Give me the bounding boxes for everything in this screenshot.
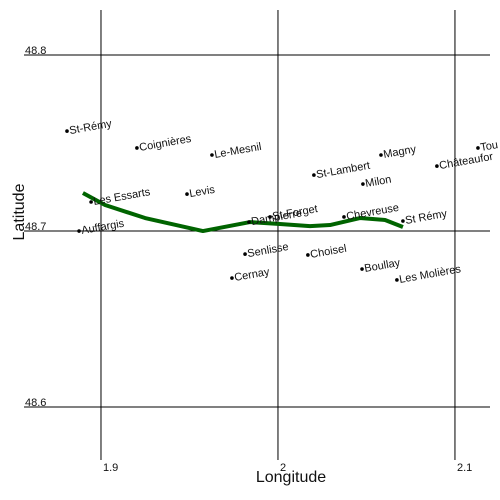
town-label: St-Rémy bbox=[68, 118, 113, 137]
town-point bbox=[312, 173, 316, 177]
town-label: Milon bbox=[364, 174, 392, 190]
x-axis-title: Longitude bbox=[256, 469, 326, 486]
town-point bbox=[401, 219, 405, 223]
town-point bbox=[210, 153, 214, 157]
town-point bbox=[268, 215, 272, 219]
town-label: Magny bbox=[382, 143, 417, 161]
town-label: Châteaufor bbox=[438, 151, 494, 172]
town-point bbox=[361, 182, 365, 186]
town-point bbox=[306, 253, 310, 257]
town-point bbox=[65, 129, 69, 133]
town-point bbox=[77, 229, 81, 233]
town-point bbox=[360, 267, 364, 271]
town-label: St Rémy bbox=[404, 208, 448, 227]
town-point bbox=[476, 146, 480, 150]
y-axis-title: Latitude bbox=[11, 183, 28, 240]
town-point bbox=[342, 215, 346, 219]
town-label: Boullay bbox=[363, 257, 401, 275]
town-label: Levis bbox=[188, 184, 216, 200]
town-label: Coignières bbox=[138, 133, 192, 154]
town-point bbox=[230, 276, 234, 280]
town-label: Auffargis bbox=[80, 218, 125, 237]
town-point bbox=[379, 153, 383, 157]
y-tick-label: 48.8 bbox=[25, 45, 46, 57]
town-point bbox=[247, 220, 251, 224]
town-point bbox=[395, 278, 399, 282]
town-label: Tou bbox=[479, 139, 499, 154]
town-point bbox=[435, 164, 439, 168]
y-tick-label: 48.6 bbox=[25, 397, 46, 409]
town-label: Choisel bbox=[309, 243, 347, 261]
town-label: Le-Mesnil bbox=[213, 141, 262, 161]
town-label: Senlisse bbox=[246, 241, 289, 260]
town-label: Les Molières bbox=[398, 263, 462, 286]
x-tick-label: 2 bbox=[280, 462, 286, 474]
x-tick-label: 2.1 bbox=[457, 462, 472, 474]
town-point bbox=[89, 200, 93, 204]
town-point bbox=[243, 252, 247, 256]
x-tick-label: 1.9 bbox=[103, 462, 118, 474]
route-line bbox=[81, 191, 404, 234]
y-tick-label: 48.7 bbox=[25, 221, 46, 233]
town-point bbox=[135, 146, 139, 150]
town-point bbox=[185, 192, 189, 196]
town-label: St-Lambert bbox=[315, 160, 371, 181]
town-label: Cernay bbox=[233, 266, 270, 284]
